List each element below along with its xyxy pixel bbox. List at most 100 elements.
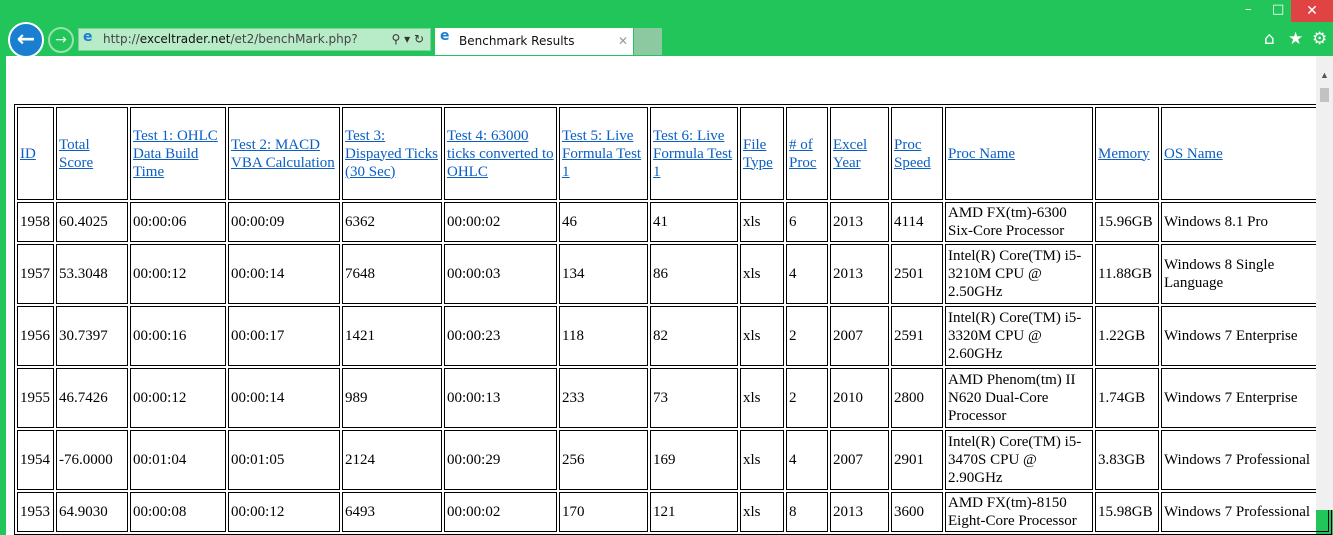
table-cell: xls	[740, 306, 784, 366]
table-cell: 170	[559, 492, 648, 532]
table-cell: 1957	[17, 244, 54, 304]
sort-link[interactable]: Test 5: Live Formula Test 1	[562, 127, 642, 180]
table-cell: 15.96GB	[1095, 202, 1159, 242]
sort-link[interactable]: Proc Speed	[894, 136, 931, 171]
table-cell: 11.88GB	[1095, 244, 1159, 304]
column-header: File Type	[740, 107, 784, 200]
sort-link[interactable]: Memory	[1098, 145, 1150, 162]
table-row: 1953 64.9030 00:00:08 00:00:12 6493 00:00:02 1…	[17, 492, 1329, 532]
table-cell: 00:00:29	[444, 430, 557, 490]
new-tab-button[interactable]	[634, 28, 662, 55]
search-icon[interactable]: ⚲	[391, 32, 401, 46]
table-cell: AMD FX(tm)-6300 Six-Core Processor	[945, 202, 1093, 242]
sort-link[interactable]: File Type	[743, 136, 773, 171]
table-cell: 82	[650, 306, 738, 366]
table-cell: 00:00:08	[130, 492, 226, 532]
column-header: # of Proc	[786, 107, 828, 200]
forward-button[interactable]: →	[48, 27, 74, 53]
table-cell: -76.0000	[56, 430, 128, 490]
favorites-star-icon[interactable]: ★	[1288, 29, 1304, 49]
table-cell: 2013	[830, 244, 889, 304]
column-header: Proc Name	[945, 107, 1093, 200]
table-cell: 00:00:14	[228, 368, 340, 428]
table-cell: xls	[740, 492, 784, 532]
sort-link[interactable]: ID	[20, 145, 36, 162]
table-cell: 121	[650, 492, 738, 532]
header-row: ID Total Score Test 1: OHLC Data Build Tim…	[17, 107, 1329, 200]
table-cell: 00:00:13	[444, 368, 557, 428]
close-tab-icon[interactable]: ✕	[617, 34, 628, 48]
table-cell: Windows 7 Enterprise	[1161, 368, 1329, 428]
table-cell: 2007	[830, 306, 889, 366]
table-row: 1954 -76.0000 00:01:04 00:01:05 2124 00:00:29…	[17, 430, 1329, 490]
close-icon[interactable]: ✕	[1291, 0, 1333, 22]
sort-link[interactable]: OS Name	[1164, 145, 1223, 162]
table-cell: 2501	[891, 244, 943, 304]
column-header: OS Name	[1161, 107, 1329, 200]
url-prefix: http://	[103, 32, 140, 46]
table-cell: 7648	[342, 244, 442, 304]
table-cell: Windows 7 Enterprise	[1161, 306, 1329, 366]
column-header: Test 3: Dispayed Ticks (30 Sec)	[342, 107, 442, 200]
table-cell: Intel(R) Core(TM) i5-3320M CPU @ 2.60GHz	[945, 306, 1093, 366]
table-cell: xls	[740, 202, 784, 242]
table-cell: 00:00:17	[228, 306, 340, 366]
table-cell: xls	[740, 244, 784, 304]
home-icon[interactable]: ⌂	[1264, 29, 1275, 49]
table-cell: Windows 8 Single Language	[1161, 244, 1329, 304]
table-cell: 60.4025	[56, 202, 128, 242]
scroll-thumb[interactable]	[1320, 88, 1329, 102]
table-cell: Intel(R) Core(TM) i5-3210M CPU @ 2.50GHz	[945, 244, 1093, 304]
table-cell: 6362	[342, 202, 442, 242]
vertical-scrollbar[interactable]: ▲	[1316, 56, 1333, 510]
refresh-icon[interactable]: ↻	[413, 32, 424, 46]
maximize-icon[interactable]: □	[1272, 2, 1285, 17]
table-cell: 4	[786, 244, 828, 304]
table-cell: 1.22GB	[1095, 306, 1159, 366]
dropdown-icon[interactable]: ▾	[404, 32, 411, 46]
table-cell: 00:01:05	[228, 430, 340, 490]
table-cell: 30.7397	[56, 306, 128, 366]
url-path: /et2/benchMark.php?	[230, 32, 358, 46]
table-cell: 1.74GB	[1095, 368, 1159, 428]
back-button[interactable]: ←	[8, 22, 44, 58]
table-row: 1955 46.7426 00:00:12 00:00:14 989 00:00:13 23…	[17, 368, 1329, 428]
table-cell: 00:00:02	[444, 202, 557, 242]
tab-benchmark[interactable]: e Benchmark Results Database ✕	[435, 28, 633, 75]
ie-logo-icon: e	[440, 28, 450, 44]
sort-link[interactable]: # of Proc	[789, 136, 817, 171]
table-cell: Windows 8.1 Pro	[1161, 202, 1329, 242]
settings-gear-icon[interactable]: ⚙	[1312, 29, 1328, 49]
table-cell: 00:00:06	[130, 202, 226, 242]
table-cell: 169	[650, 430, 738, 490]
table-cell: 00:01:04	[130, 430, 226, 490]
minimize-icon[interactable]: –	[1245, 2, 1252, 17]
sort-link[interactable]: Test 3: Dispayed Ticks (30 Sec)	[345, 127, 438, 180]
table-cell: 00:00:14	[228, 244, 340, 304]
sort-link[interactable]: Excel Year	[833, 136, 868, 171]
browser-chrome: ← → e http://exceltrader.net/et2/benchMa…	[0, 0, 1333, 75]
table-cell: 15.98GB	[1095, 492, 1159, 532]
table-cell: 46.7426	[56, 368, 128, 428]
table-cell: 2013	[830, 202, 889, 242]
sort-link[interactable]: Total Score	[59, 136, 94, 171]
sort-link[interactable]: Test 2: MACD VBA Calculation	[231, 136, 335, 171]
table-cell: 2010	[830, 368, 889, 428]
table-cell: 134	[559, 244, 648, 304]
ie-logo-icon: e	[83, 29, 93, 45]
scroll-up-icon[interactable]: ▲	[1320, 70, 1329, 80]
sort-link[interactable]: Test 4: 63000 ticks converted to OHLC	[447, 127, 554, 180]
sort-link[interactable]: Test 1: OHLC Data Build Time	[133, 127, 218, 180]
column-header: Test 1: OHLC Data Build Time	[130, 107, 226, 200]
table-cell: 73	[650, 368, 738, 428]
benchmark-table: ID Total Score Test 1: OHLC Data Build Tim…	[14, 104, 1332, 535]
sort-link[interactable]: Test 6: Live Formula Test 1	[653, 127, 733, 180]
column-header: Memory	[1095, 107, 1159, 200]
address-bar[interactable]: e http://exceltrader.net/et2/benchMark.p…	[78, 28, 431, 51]
column-header: Proc Speed	[891, 107, 943, 200]
table-row: 1957 53.3048 00:00:12 00:00:14 7648 00:00:03 1…	[17, 244, 1329, 304]
table-row: 1956 30.7397 00:00:16 00:00:17 1421 00:00:23 1…	[17, 306, 1329, 366]
column-header: ID	[17, 107, 54, 200]
table-cell: 00:00:23	[444, 306, 557, 366]
sort-link[interactable]: Proc Name	[948, 145, 1016, 162]
